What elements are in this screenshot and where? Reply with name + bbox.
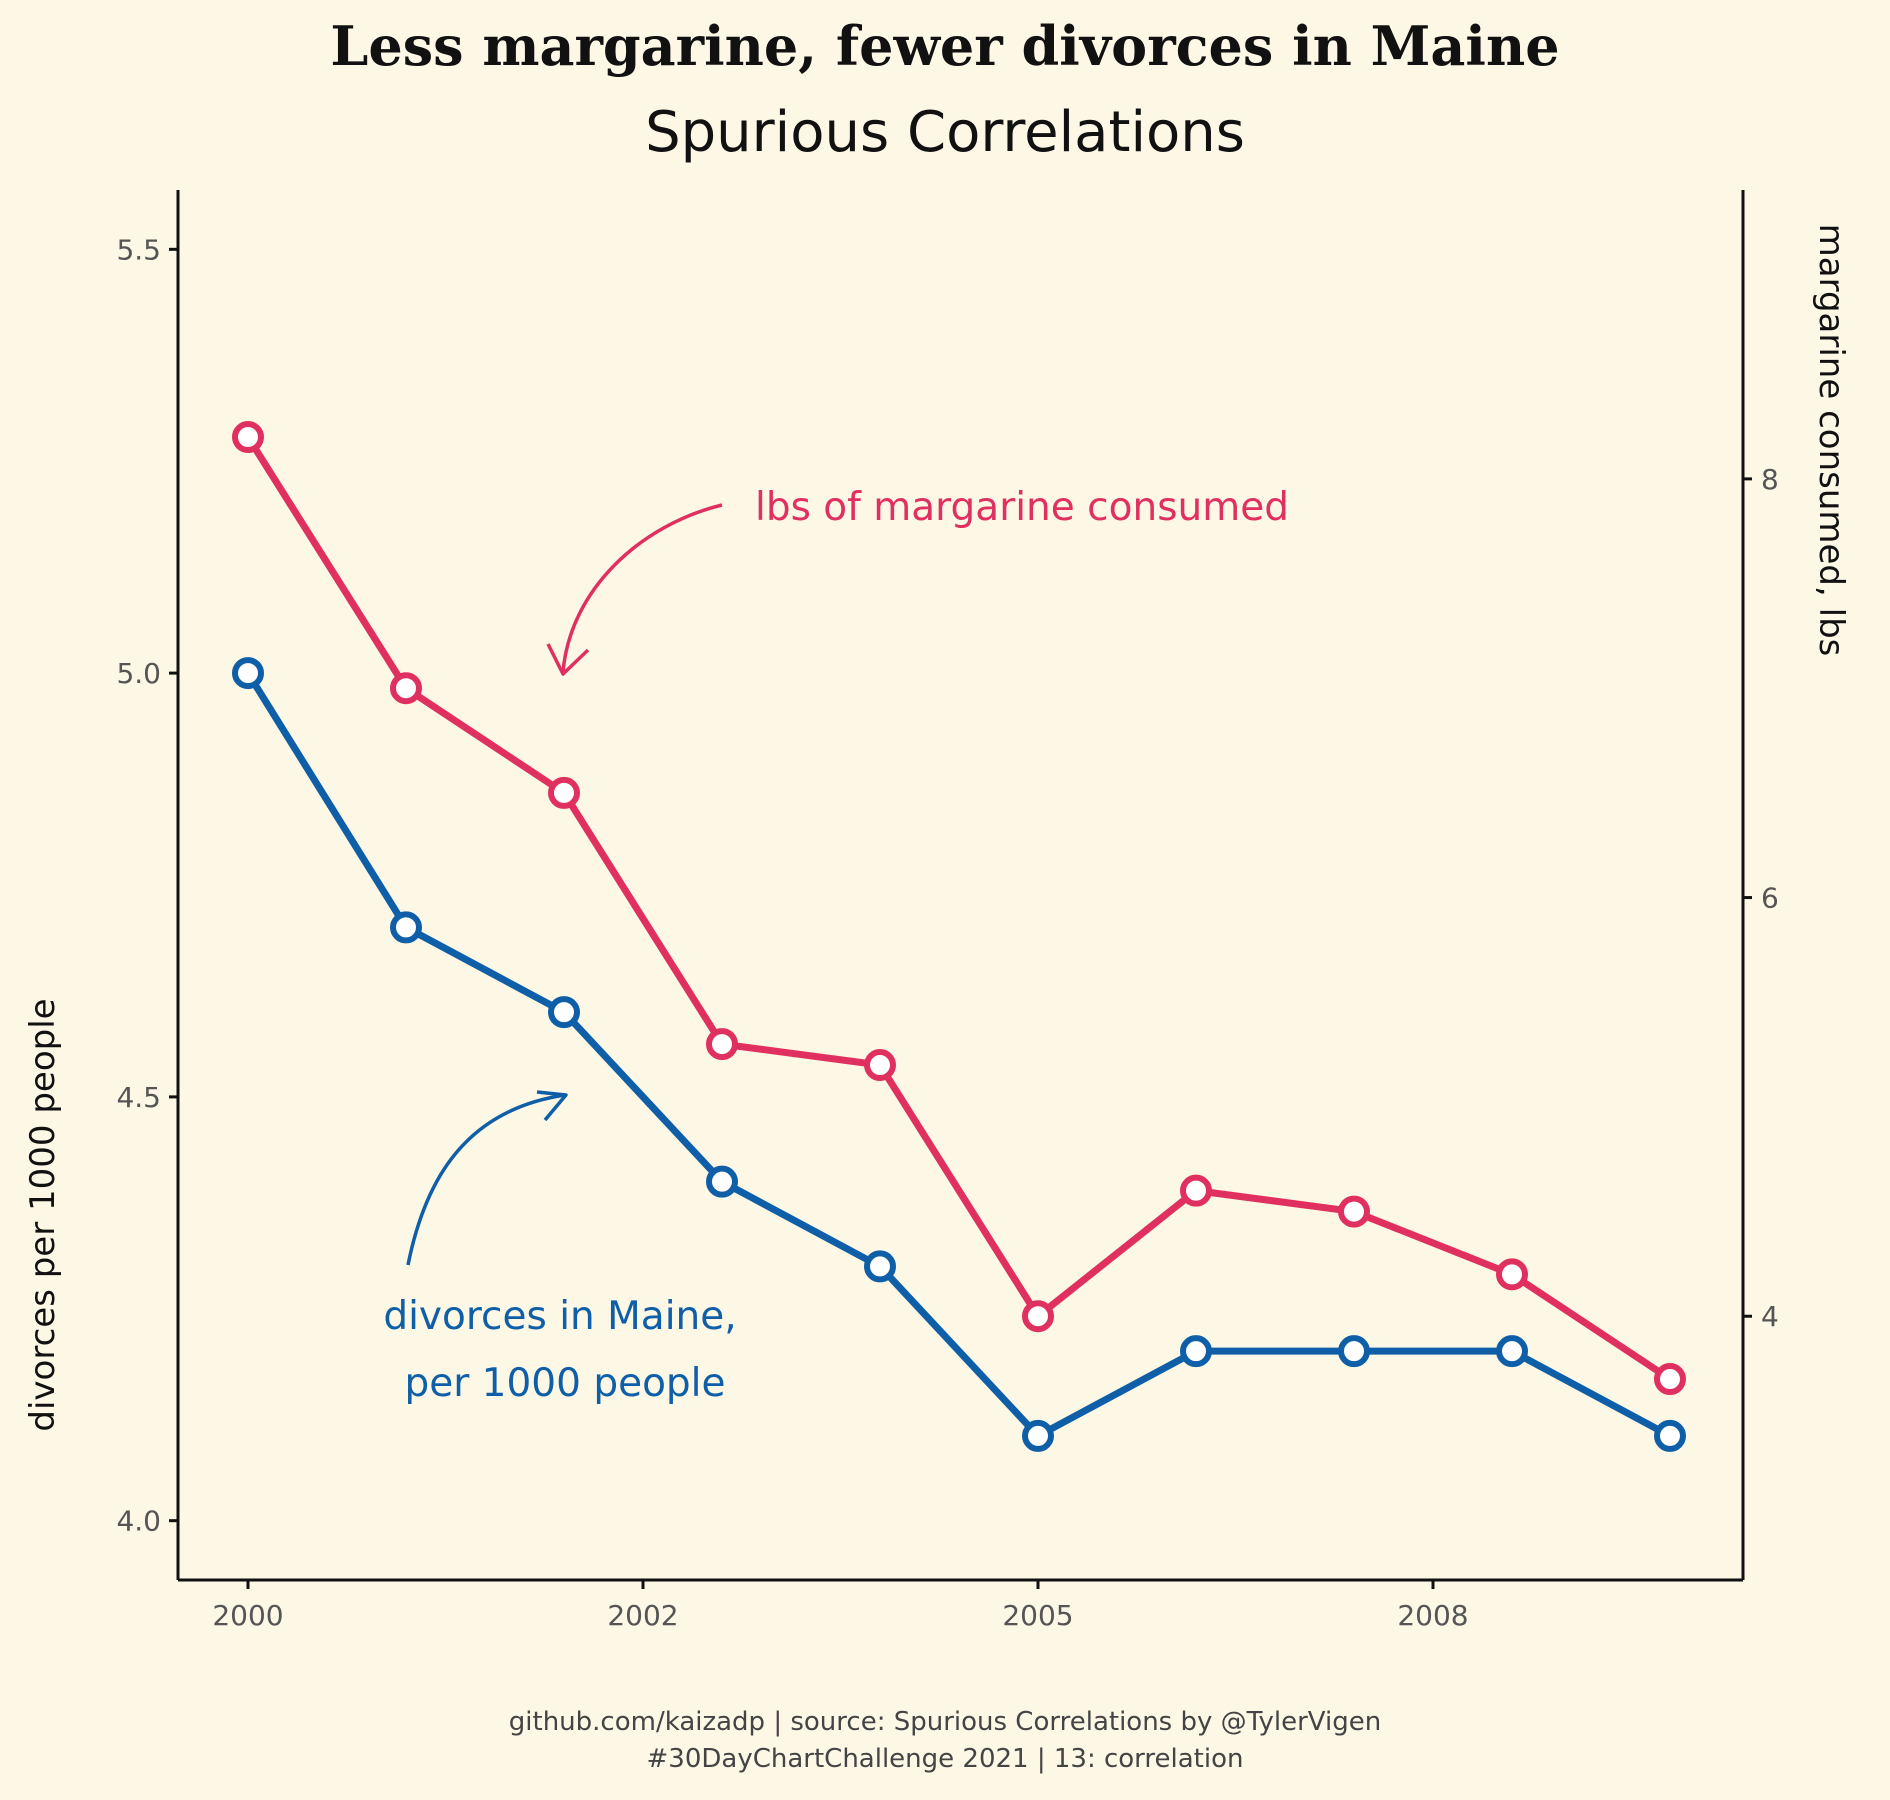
point-margarine (864, 1049, 896, 1082)
point-divorces (706, 1165, 738, 1198)
series-lines (245, 435, 1672, 1440)
point-divorces (1180, 1335, 1212, 1368)
annotation-margarine-label: lbs of margarine consumed (755, 485, 1289, 530)
annotation-divorce-arrowhead (536, 1090, 568, 1122)
point-margarine (232, 421, 264, 454)
series-line-divorces (245, 671, 1672, 1440)
point-divorces (390, 911, 422, 944)
point-divorces (1496, 1335, 1528, 1368)
y-right-tick-label: 8 (1761, 463, 1779, 496)
chart-caption: github.com/kaizadp | source: Spurious Co… (0, 1704, 1890, 1778)
annotation-divorce-label-2: per 1000 people (404, 1361, 725, 1406)
caption-line-2: #30DayChartChallenge 2021 | 13: correlat… (646, 1744, 1244, 1774)
chart-subtitle: Spurious Correlations (645, 100, 1245, 165)
point-margarine (1338, 1195, 1370, 1228)
point-divorces (1022, 1419, 1054, 1452)
y-right-axis-title: margarine consumed, lbs (1811, 224, 1851, 657)
point-margarine (548, 776, 580, 809)
x-tick-label: 2000 (212, 1599, 283, 1632)
y-left-axis-title: divorces per 1000 people (23, 998, 63, 1431)
point-divorces (232, 657, 264, 690)
y-right-tick-label: 6 (1761, 882, 1779, 915)
point-margarine (1654, 1363, 1686, 1396)
point-margarine (1180, 1174, 1212, 1207)
annotation-margarine-arrow (561, 503, 723, 673)
y-left-tick-label: 5.0 (116, 657, 161, 690)
annotation-margarine-arrowhead (546, 643, 590, 676)
x-tick-label: 2002 (607, 1599, 678, 1632)
chart-title: Less margarine, fewer divorces in Maine (330, 14, 1560, 78)
point-margarine (390, 672, 422, 705)
x-tick-label: 2005 (1002, 1599, 1073, 1632)
point-margarine (1022, 1300, 1054, 1333)
series-line-margarine (245, 435, 1672, 1382)
y-left-tick-label: 4.5 (116, 1081, 161, 1114)
point-divorces (864, 1250, 896, 1283)
point-margarine (706, 1028, 738, 1061)
y-right-tick-label: 4 (1761, 1300, 1779, 1333)
annotation-divorce-label-1: divorces in Maine, (383, 1294, 736, 1339)
x-tick-label: 2008 (1397, 1599, 1468, 1632)
point-divorces (548, 996, 580, 1029)
caption-line-1: github.com/kaizadp | source: Spurious Co… (508, 1707, 1382, 1737)
series-points (232, 421, 1686, 1452)
point-divorces (1654, 1419, 1686, 1452)
point-divorces (1338, 1335, 1370, 1368)
point-margarine (1496, 1258, 1528, 1291)
annotations-group: lbs of margarine consumed divorces in Mai… (383, 485, 1289, 1406)
y-left-tick-label: 5.5 (116, 233, 161, 266)
y-left-tick-label: 4.0 (116, 1505, 161, 1538)
axes-group: 4.0 4.5 5.0 5.5 4 6 8 2000 2002 2005 2008 divorces … (23, 190, 1851, 1632)
annotation-divorce-arrow (406, 1093, 566, 1266)
